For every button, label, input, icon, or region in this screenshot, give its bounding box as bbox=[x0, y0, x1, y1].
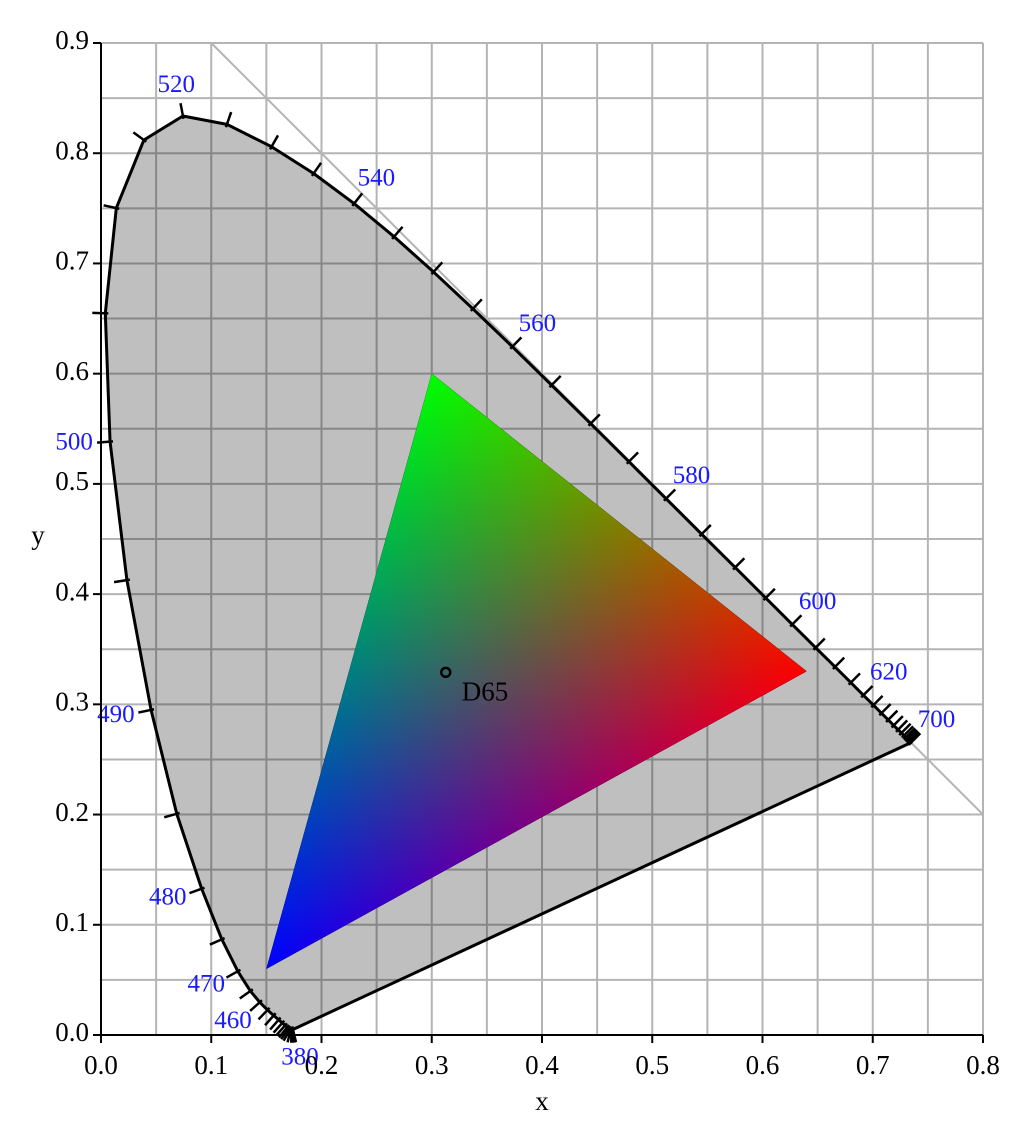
wavelength-label: 560 bbox=[519, 310, 557, 337]
wavelength-tick bbox=[97, 441, 113, 442]
wavelength-tick bbox=[133, 132, 146, 141]
wavelength-label: 700 bbox=[918, 706, 956, 733]
wavelength-tick bbox=[664, 489, 675, 500]
white-point-label: D65 bbox=[462, 677, 509, 707]
y-axis-label: y bbox=[31, 520, 45, 550]
x-tick-label: 0.1 bbox=[194, 1050, 228, 1080]
wavelength-label: 580 bbox=[673, 462, 711, 489]
x-tick-label: 0.5 bbox=[635, 1050, 669, 1080]
wavelength-tick bbox=[733, 558, 744, 569]
wavelength-tick bbox=[352, 193, 362, 206]
y-tick-label: 0.1 bbox=[55, 907, 89, 937]
wavelength-tick bbox=[833, 658, 844, 669]
wavelength-label: 480 bbox=[149, 884, 187, 911]
wavelength-label: 470 bbox=[188, 971, 226, 998]
wavelength-label: 540 bbox=[358, 165, 396, 192]
y-tick-label: 0.2 bbox=[55, 797, 89, 827]
x-axis-label: x bbox=[535, 1086, 549, 1116]
y-tick-label: 0.8 bbox=[55, 135, 89, 165]
x-tick-label: 0.6 bbox=[746, 1050, 780, 1080]
wavelength-tick bbox=[849, 673, 860, 684]
y-tick-label: 0.0 bbox=[55, 1017, 89, 1047]
wavelength-tick bbox=[814, 638, 825, 649]
x-tick-label: 0.8 bbox=[966, 1050, 1000, 1080]
y-tick-label: 0.5 bbox=[55, 466, 89, 496]
wavelength-tick bbox=[790, 615, 801, 626]
wavelength-tick bbox=[886, 711, 897, 722]
y-tick-label: 0.4 bbox=[55, 576, 89, 606]
y-tick-label: 0.7 bbox=[55, 246, 89, 276]
x-tick-label: 0.7 bbox=[856, 1050, 890, 1080]
x-tick-label: 0.3 bbox=[415, 1050, 449, 1080]
wavelength-tick bbox=[879, 704, 890, 715]
y-tick-label: 0.3 bbox=[55, 687, 89, 717]
wavelength-label: 600 bbox=[799, 588, 837, 615]
wavelength-label: 460 bbox=[214, 1007, 252, 1034]
wavelength-tick bbox=[700, 525, 711, 536]
wavelength-label: 520 bbox=[157, 71, 195, 98]
x-tick-label: 0.0 bbox=[84, 1050, 118, 1080]
wavelength-label: 500 bbox=[55, 429, 93, 456]
x-tick-label: 0.2 bbox=[305, 1050, 339, 1080]
wavelength-label: 490 bbox=[97, 701, 135, 728]
y-tick-label: 0.9 bbox=[55, 25, 89, 55]
wavelength-tick bbox=[861, 686, 872, 697]
wavelength-tick bbox=[250, 1000, 262, 1011]
x-tick-label: 0.4 bbox=[525, 1050, 559, 1080]
wavelength-tick bbox=[259, 1008, 270, 1020]
wavelength-tick bbox=[627, 452, 638, 463]
y-tick-label: 0.6 bbox=[55, 356, 89, 386]
wavelength-label: 620 bbox=[870, 659, 908, 686]
